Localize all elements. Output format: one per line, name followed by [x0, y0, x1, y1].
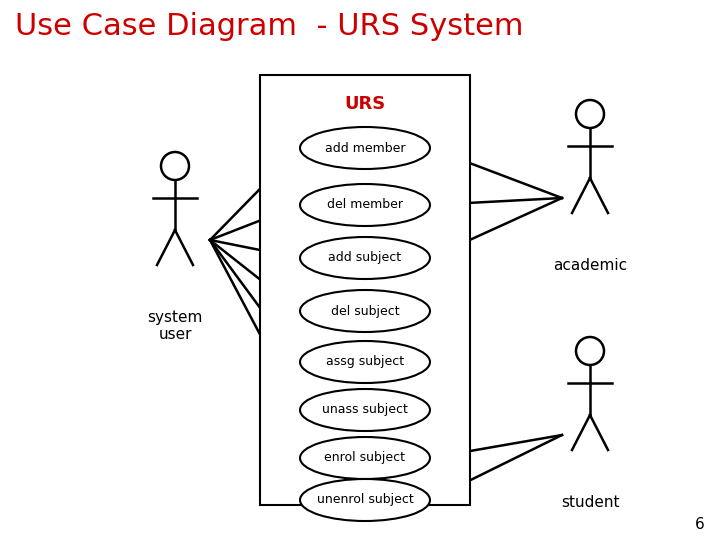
Text: add member: add member [325, 141, 405, 154]
Text: 6: 6 [696, 517, 705, 532]
Ellipse shape [300, 437, 430, 479]
Ellipse shape [300, 127, 430, 169]
Text: add subject: add subject [328, 252, 402, 265]
Text: student: student [561, 495, 619, 510]
Text: enrol subject: enrol subject [325, 451, 405, 464]
Text: unenrol subject: unenrol subject [317, 494, 413, 507]
Ellipse shape [300, 184, 430, 226]
Ellipse shape [300, 290, 430, 332]
Text: del subject: del subject [330, 305, 400, 318]
Ellipse shape [300, 389, 430, 431]
Text: URS: URS [344, 95, 386, 113]
Ellipse shape [300, 479, 430, 521]
Text: unass subject: unass subject [322, 403, 408, 416]
Ellipse shape [300, 341, 430, 383]
Bar [260, 75, 470, 505]
Text: system
user: system user [148, 310, 203, 342]
Text: del member: del member [327, 199, 403, 212]
Text: academic: academic [553, 258, 627, 273]
Ellipse shape [300, 237, 430, 279]
Text: Use Case Diagram  - URS System: Use Case Diagram - URS System [15, 12, 523, 41]
Text: assg subject: assg subject [326, 355, 404, 368]
